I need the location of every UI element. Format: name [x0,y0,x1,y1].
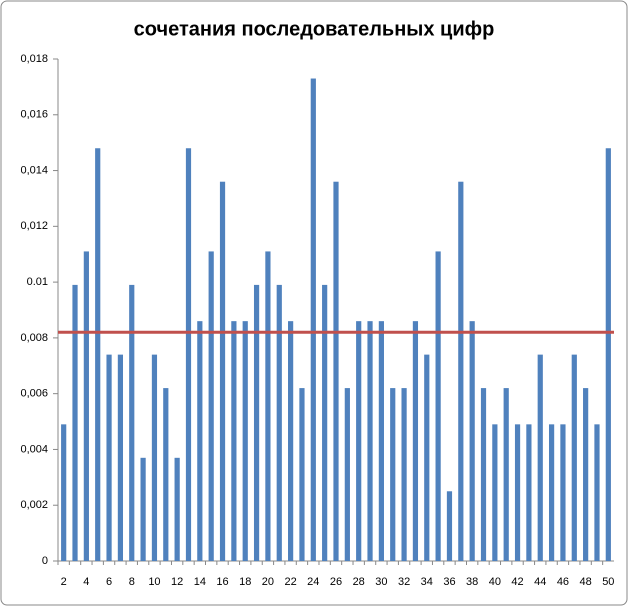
bar [310,78,316,562]
bar [83,251,89,561]
bar [537,354,543,561]
bar [412,321,419,561]
x-tick-label: 42 [511,576,523,588]
bar [151,354,158,561]
bar [378,321,384,561]
bar [95,148,101,561]
bar [61,424,67,561]
bar [322,284,328,561]
bar [208,251,214,561]
bar [401,388,407,561]
x-tick-label: 32 [398,576,410,588]
bar [605,148,611,561]
x-tick-label: 6 [106,576,112,588]
bar [480,388,487,561]
x-tick-label: 20 [262,576,274,588]
bar [231,321,237,561]
bar [197,321,203,561]
bar [492,424,498,561]
y-tick-label: 0,018 [20,53,48,65]
x-tick-label: 48 [580,576,592,588]
x-tick-label: 44 [534,576,546,588]
x-tick-label: 38 [466,576,478,588]
x-tick-label: 30 [375,576,387,588]
bar [140,457,146,561]
bar [469,321,475,561]
bar [106,354,112,561]
bar [356,321,362,561]
x-tick-label: 10 [148,576,160,588]
x-tick-label: 46 [557,576,569,588]
x-tick-label: 14 [194,576,206,588]
x-tick-label: 22 [284,576,296,588]
bar [163,388,169,561]
x-tick-label: 28 [353,576,365,588]
y-tick-label: 0,012 [20,220,48,232]
bar [174,457,180,561]
x-tick-label: 18 [239,576,251,588]
x-tick-label: 40 [489,576,501,588]
bar [571,354,577,561]
x-tick-label: 4 [83,576,89,588]
bar [185,148,192,561]
bar [367,321,373,561]
bar [548,424,555,561]
bar [72,284,78,561]
bar [390,388,396,561]
x-tick-label: 8 [129,576,135,588]
bar [299,388,305,561]
y-tick-label: 0 [42,555,48,567]
bar [276,284,282,561]
chart-title: сочетания последовательных цифр [134,18,495,40]
y-tick-label: 0,014 [20,164,48,176]
bar [503,388,509,561]
bar [344,388,350,561]
bar [446,491,453,561]
bar [435,251,441,561]
bar [594,424,600,561]
y-tick-label: 0,004 [20,443,48,455]
y-tick-label: 0,006 [20,388,48,400]
x-tick-label: 50 [602,576,614,588]
bar [583,388,589,561]
bar [458,181,464,561]
bar [265,251,271,561]
x-tick-label: 34 [421,576,433,588]
bar [219,181,226,561]
y-tick-label: 0,008 [20,332,48,344]
bar [129,284,135,561]
x-tick-label: 24 [307,576,319,588]
x-tick-label: 16 [216,576,228,588]
bar [560,424,566,561]
bar [288,321,294,561]
bar [253,284,260,561]
bar [117,354,124,561]
x-tick-label: 26 [330,576,342,588]
x-tick-label: 12 [171,576,183,588]
x-tick-label: 36 [443,576,455,588]
bar [424,354,430,561]
y-tick-label: 0.01 [27,276,48,288]
bar [514,424,521,561]
bar [526,424,532,561]
y-tick-label: 0,002 [20,499,48,511]
x-tick-label: 2 [61,576,67,588]
bar [333,181,339,561]
bar [242,321,248,561]
y-tick-label: 0,016 [20,109,48,121]
